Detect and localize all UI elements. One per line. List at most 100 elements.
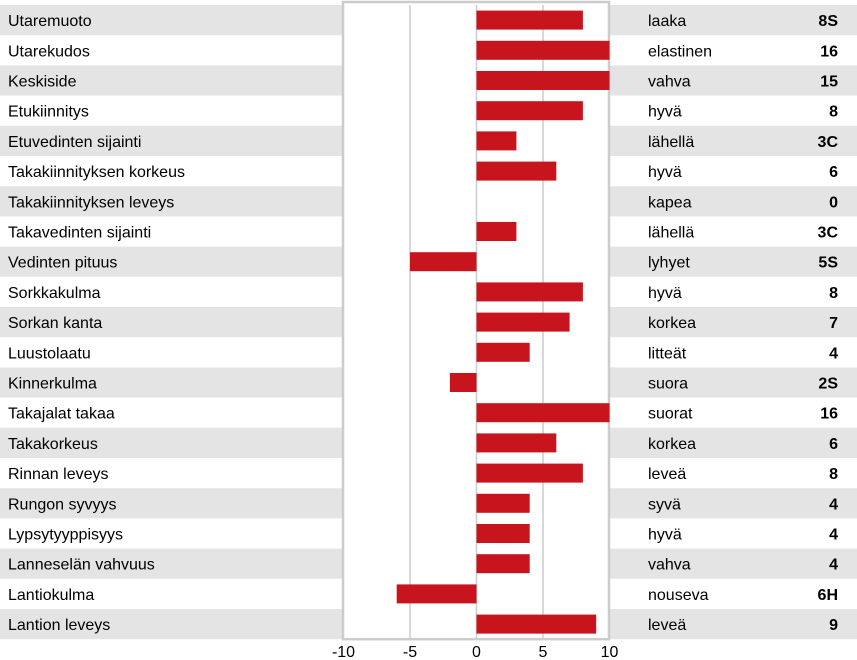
- row-band-right: [609, 125, 857, 156]
- bar: [476, 161, 557, 181]
- row-band-left: [0, 186, 343, 217]
- row-band-right: [609, 5, 857, 36]
- description-label: suorat: [648, 406, 693, 423]
- description-label: leveä: [648, 617, 686, 634]
- description-label: hyvä: [648, 104, 682, 121]
- code-label: 0: [829, 194, 838, 211]
- plot-frame: [341, 0, 611, 641]
- x-tick-label: 0: [472, 644, 481, 660]
- trait-label: Lypsytyyppisyys: [8, 527, 123, 544]
- bar: [476, 312, 570, 332]
- bar: [476, 524, 530, 543]
- row-band-left: [0, 609, 343, 640]
- bar: [476, 342, 530, 362]
- trait-label: Lantion leveys: [8, 617, 110, 634]
- trait-label: Rinnan leveys: [8, 466, 109, 483]
- bar: [476, 10, 583, 30]
- code-label: 3C: [818, 225, 839, 242]
- trait-label: Takajalat takaa: [8, 406, 115, 423]
- trait-label: Utarekudos: [8, 43, 90, 60]
- bar: [476, 403, 610, 423]
- code-label: 6: [829, 436, 838, 453]
- trait-label: Keskiside: [8, 74, 77, 91]
- code-label: 2S: [818, 376, 838, 393]
- description-label: laaka: [648, 13, 686, 30]
- x-tick-label: -5: [403, 644, 417, 660]
- description-label: suora: [648, 376, 688, 393]
- bar: [476, 131, 517, 151]
- x-tick-label: 5: [539, 644, 548, 660]
- trait-label: Vedinten pituus: [8, 255, 117, 272]
- description-label: lyhyet: [648, 255, 690, 272]
- trait-label: Takakorkeus: [8, 436, 98, 453]
- description-label: elastinen: [648, 43, 712, 60]
- description-label: hyvä: [648, 285, 682, 302]
- code-label: 8S: [818, 13, 838, 30]
- x-axis-ticks: -10 -5 0 5 10: [332, 644, 619, 660]
- bar: [476, 614, 597, 634]
- description-label: korkea: [648, 315, 696, 332]
- row-band-right: [609, 186, 857, 217]
- row-band-left: [0, 5, 343, 36]
- description-label: korkea: [648, 436, 696, 453]
- bar: [476, 222, 517, 241]
- code-label: 7: [829, 315, 838, 332]
- description-label: lähellä: [648, 134, 694, 151]
- row-band-right: [609, 548, 857, 579]
- description-label: hyvä: [648, 164, 682, 181]
- code-label: 4: [829, 496, 838, 513]
- trait-label: Takakiinnityksen korkeus: [8, 164, 185, 181]
- description-label: vahva: [648, 74, 691, 91]
- trait-label: Takavedinten sijainti: [8, 225, 151, 242]
- row-band-right: [609, 427, 857, 458]
- bar: [449, 373, 477, 392]
- code-label: 8: [829, 285, 838, 302]
- trait-label: Sorkan kanta: [8, 315, 102, 332]
- code-label: 4: [829, 345, 838, 362]
- code-label: 8: [829, 466, 838, 483]
- trait-label: Kinnerkulma: [8, 376, 97, 393]
- row-band-right: [609, 609, 857, 640]
- code-label: 6: [829, 164, 838, 181]
- row-labels: Utaremuoto laaka 8S Utarekudos elastinen 16 Ke…: [8, 13, 838, 634]
- trait-label: Luustolaatu: [8, 345, 91, 362]
- bar: [476, 71, 610, 90]
- description-label: hyvä: [648, 527, 682, 544]
- trait-label: Sorkkakulma: [8, 285, 101, 302]
- code-label: 9: [829, 617, 838, 634]
- row-band-right: [609, 307, 857, 338]
- description-label: nouseva: [648, 587, 709, 604]
- code-label: 4: [829, 557, 838, 574]
- code-label: 4: [829, 527, 838, 544]
- description-label: leveä: [648, 466, 686, 483]
- code-label: 5S: [818, 255, 838, 272]
- row-band-left: [0, 246, 343, 277]
- description-label: lähellä: [648, 225, 694, 242]
- trait-label: Etuvedinten sijainti: [8, 134, 141, 151]
- trait-label: Rungon syvyys: [8, 496, 117, 513]
- x-tick-label: -10: [332, 644, 355, 660]
- code-label: 16: [820, 43, 838, 60]
- bar: [476, 40, 610, 60]
- row-bands: [0, 5, 857, 640]
- bars: [396, 10, 610, 634]
- bar: [476, 463, 583, 483]
- bar: [476, 101, 583, 121]
- row-band-left: [0, 548, 343, 579]
- code-label: 6H: [818, 587, 838, 604]
- row-band-right: [609, 246, 857, 277]
- trait-label: Etukiinnitys: [8, 104, 89, 121]
- description-label: vahva: [648, 557, 691, 574]
- bar: [396, 584, 477, 604]
- row-band-right: [609, 488, 857, 519]
- code-label: 16: [820, 406, 838, 423]
- bar: [476, 493, 530, 513]
- bar: [410, 252, 477, 272]
- code-label: 8: [829, 104, 838, 121]
- row-band-right: [609, 65, 857, 96]
- trait-label: Takakiinnityksen leveys: [8, 194, 174, 211]
- description-label: kapea: [648, 194, 692, 211]
- bar: [476, 433, 557, 453]
- code-label: 15: [820, 74, 838, 91]
